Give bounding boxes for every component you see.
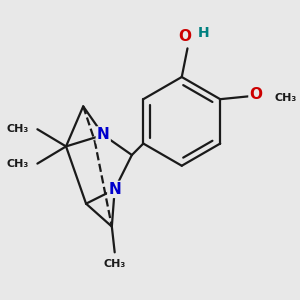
Text: CH₃: CH₃ xyxy=(103,259,126,269)
Text: O: O xyxy=(250,87,262,102)
Text: N: N xyxy=(97,128,110,142)
Text: CH₃: CH₃ xyxy=(7,124,29,134)
Text: O: O xyxy=(178,29,191,44)
Text: N: N xyxy=(108,182,121,197)
Text: CH₃: CH₃ xyxy=(274,93,297,103)
Text: H: H xyxy=(197,26,209,40)
Text: CH₃: CH₃ xyxy=(7,159,29,169)
